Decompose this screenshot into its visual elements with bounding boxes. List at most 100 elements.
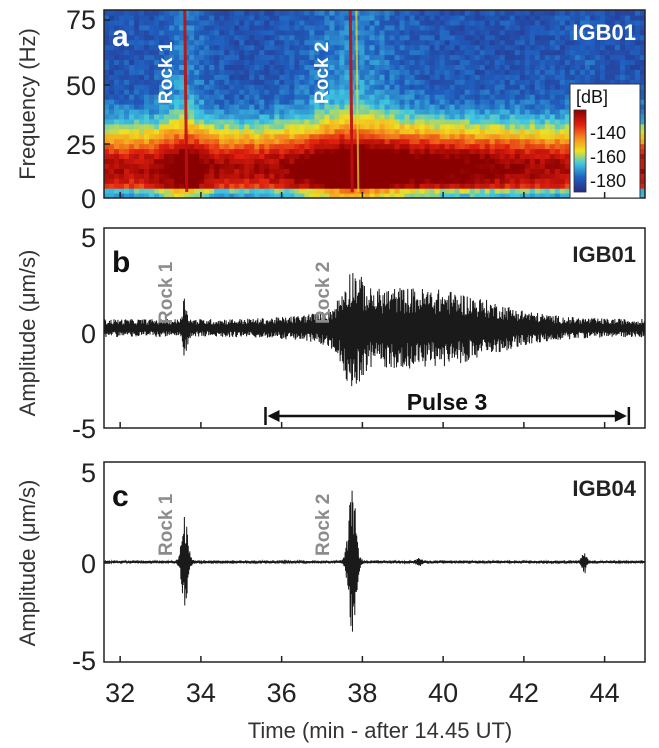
- spectrogram-cell: [384, 14, 391, 21]
- spectrogram-cell: [204, 133, 210, 140]
- spectrogram-cell: [439, 94, 446, 100]
- spectrogram-cell: [594, 44, 601, 51]
- spectrogram-cell: [144, 188, 150, 194]
- spectrogram-cell: [244, 138, 250, 145]
- spectrogram-cell: [319, 133, 326, 140]
- spectrogram-cell: [544, 183, 551, 189]
- spectrogram-cell: [164, 173, 170, 179]
- spectrogram-cell: [129, 84, 135, 90]
- spectrogram-cell: [599, 29, 606, 36]
- spectrogram-cell: [409, 118, 416, 125]
- spectrogram-cell: [154, 84, 160, 90]
- spectrogram-cell: [274, 39, 280, 46]
- spectrogram-cell: [559, 108, 566, 115]
- spectrogram-cell: [514, 14, 521, 21]
- spectrogram-cell: [254, 128, 260, 135]
- spectrogram-cell: [369, 49, 376, 56]
- spectrogram-cell: [554, 143, 561, 150]
- spectrogram-cell: [364, 94, 371, 100]
- spectrogram-cell: [379, 44, 386, 51]
- spectrogram-cell: [284, 108, 290, 115]
- spectrogram-cell: [169, 158, 175, 164]
- spectrogram-cell: [319, 34, 326, 41]
- spectrogram-cell: [554, 34, 561, 41]
- spectrogram-cell: [164, 128, 170, 135]
- spectrogram-cell: [474, 39, 481, 46]
- spectrogram-cell: [109, 74, 115, 80]
- spectrogram-cell: [599, 74, 606, 80]
- spectrogram-cell: [369, 39, 376, 46]
- spectrogram-cell: [404, 123, 411, 130]
- spectrogram-cell: [484, 64, 491, 70]
- spectrogram-cell: [464, 148, 471, 155]
- spectrogram-cell: [639, 163, 645, 169]
- spectrogram-cell: [544, 64, 551, 70]
- spectrogram-cell: [289, 168, 295, 174]
- spectrogram-cell: [389, 54, 396, 61]
- spectrogram-cell: [479, 64, 486, 70]
- spectrogram-cell: [249, 168, 255, 174]
- spectrogram-cell: [274, 128, 280, 135]
- spectrogram-cell: [544, 163, 551, 169]
- spectrogram-cell: [304, 123, 310, 130]
- spectrogram-cell: [379, 64, 386, 70]
- spectrogram-cell: [219, 108, 225, 115]
- spectrogram-cell: [159, 44, 165, 51]
- spectrogram-cell: [519, 19, 526, 26]
- spectrogram-cell: [104, 133, 110, 140]
- spectrogram-cell: [144, 108, 150, 115]
- spectrogram-cell: [539, 118, 546, 125]
- spectrogram-cell: [114, 158, 120, 164]
- spectrogram-cell: [639, 69, 645, 75]
- spectrogram-cell: [544, 178, 551, 184]
- spectrogram-cell: [334, 128, 341, 135]
- pulse-arrowhead-left: [267, 410, 280, 422]
- spectrogram-cell: [174, 84, 180, 90]
- spectrogram-cell: [554, 153, 561, 160]
- spectrogram-cell: [134, 153, 140, 160]
- spectrogram-cell: [569, 39, 576, 46]
- spectrogram-cell: [509, 94, 516, 100]
- spectrogram-cell: [244, 148, 250, 155]
- spectrogram-cell: [279, 10, 285, 16]
- spectrogram-cell: [639, 79, 645, 85]
- spectrogram-cell: [294, 128, 300, 135]
- spectrogram-cell: [364, 74, 371, 80]
- spectrogram-cell: [344, 49, 351, 56]
- spectrogram-cell: [169, 10, 175, 16]
- spectrogram-cell: [199, 153, 205, 160]
- spectrogram-cell: [359, 49, 366, 56]
- spectrogram-cell: [189, 113, 195, 120]
- spectrogram-cell: [314, 153, 320, 160]
- spectrogram-cell: [594, 34, 601, 41]
- spectrogram-cell: [134, 89, 140, 95]
- spectrogram-cell: [114, 39, 120, 46]
- spectrogram-cell: [289, 158, 295, 164]
- spectrogram-cell: [134, 123, 140, 130]
- spectrogram-cell: [414, 113, 421, 120]
- spectrogram-cell: [409, 79, 416, 85]
- spectrogram-cell: [624, 39, 631, 46]
- spectrogram-cell: [454, 74, 461, 80]
- spectrogram-cell: [524, 158, 531, 164]
- spectrogram-cell: [314, 163, 320, 169]
- spectrogram-cell: [204, 123, 210, 130]
- spectrogram-cell: [409, 173, 416, 179]
- spectrogram-cell: [264, 183, 270, 189]
- spectrogram-cell: [489, 128, 496, 135]
- spectrogram-cell: [404, 173, 411, 179]
- spectrogram-cell: [249, 19, 255, 26]
- spectrogram-cell: [199, 59, 205, 66]
- spectrogram-cell: [324, 39, 331, 46]
- spectrogram-cell: [469, 69, 476, 75]
- spectrogram-cell: [334, 19, 341, 26]
- spectrogram-cell: [499, 113, 506, 120]
- x-axis-label: Time (min - after 14.45 UT): [248, 718, 512, 743]
- spectrogram-cell: [494, 108, 501, 115]
- spectrogram-cell: [384, 163, 391, 169]
- spectrogram-cell: [314, 49, 320, 56]
- spectrogram-cell: [469, 19, 476, 26]
- spectrogram-cell: [549, 49, 556, 56]
- spectrogram-cell: [114, 108, 120, 115]
- spectrogram-cell: [164, 14, 170, 21]
